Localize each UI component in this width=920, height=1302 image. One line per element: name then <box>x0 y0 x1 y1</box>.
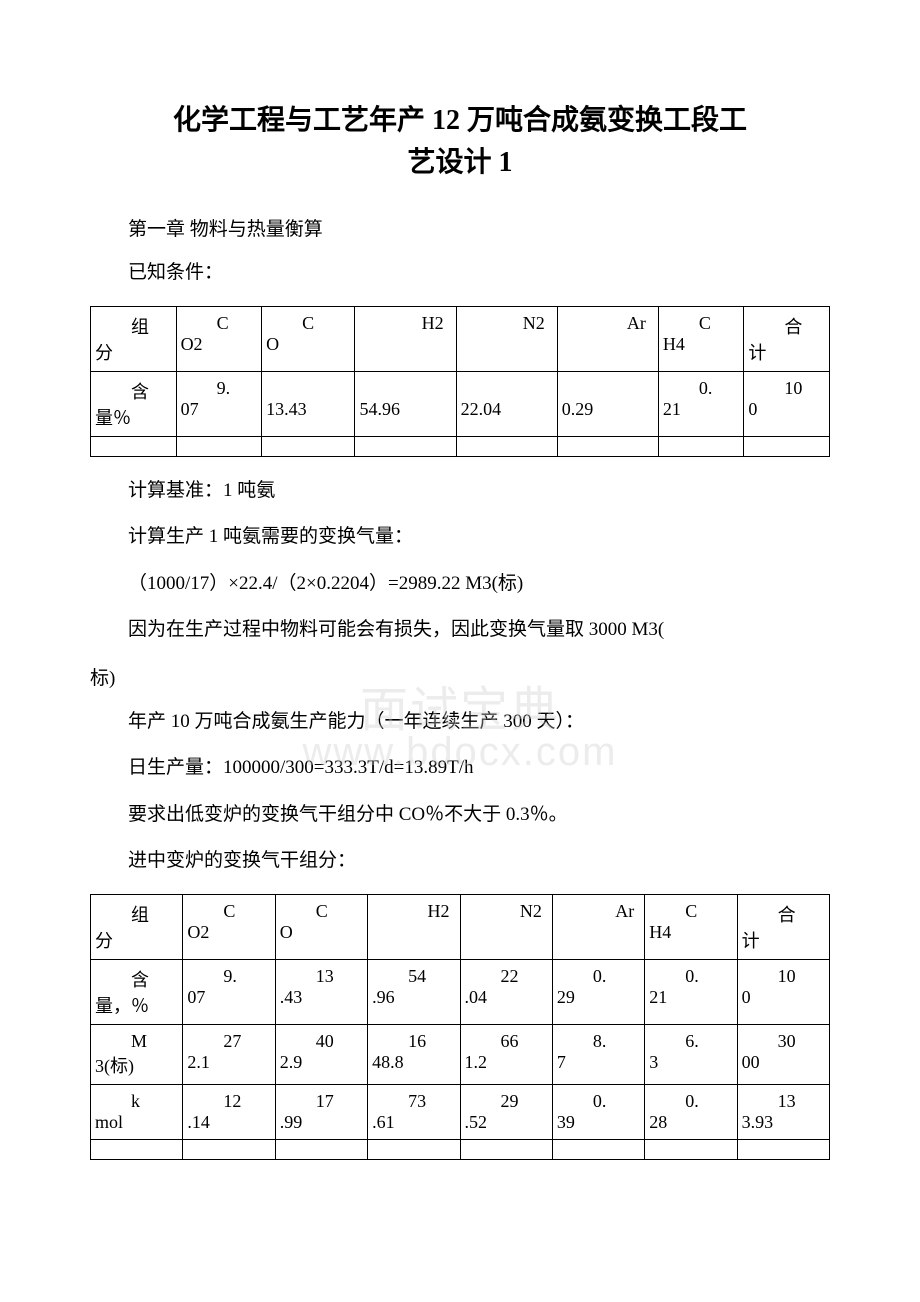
table-cell <box>552 1139 644 1159</box>
calc-gas-amount-label: 计算生产 1 吨氨需要的变换气量： <box>90 523 830 552</box>
table-cell: Ar <box>552 894 644 959</box>
input-composition-label: 进中变炉的变换气干组分： <box>90 847 830 876</box>
table-cell: 0.29 <box>552 959 644 1024</box>
table-cell: 22.04 <box>460 959 552 1024</box>
table-row <box>91 1139 830 1159</box>
table-cell <box>737 1139 829 1159</box>
table-cell: 0.39 <box>552 1084 644 1139</box>
table-cell: 29.52 <box>460 1084 552 1139</box>
table-row: 含量％ 9.07 13.43 54.96 22.04 0.29 0.21 100 <box>91 371 830 436</box>
table-cell <box>176 436 262 456</box>
table-cell: 12.14 <box>183 1084 275 1139</box>
table-cell: 22.04 <box>456 371 557 436</box>
annual-capacity: 年产 10 万吨合成氨生产能力（一年连续生产 300 天）： <box>90 708 830 737</box>
table-cell <box>658 436 744 456</box>
table-cell: 组分 <box>91 894 183 959</box>
table-cell: N2 <box>460 894 552 959</box>
table-row: M3(标) 272.1 402.9 1648.8 661.2 8.7 6.3 3… <box>91 1024 830 1084</box>
table-cell: CH4 <box>658 306 744 371</box>
table-cell: 17.99 <box>275 1084 367 1139</box>
table-cell: 133.93 <box>737 1084 829 1139</box>
table-cell: 1648.8 <box>368 1024 460 1084</box>
table-row: 含量，％ 9.07 13.43 54.96 22.04 0.29 0.21 10… <box>91 959 830 1024</box>
table-cell <box>91 436 177 456</box>
table-cell <box>355 436 456 456</box>
co-requirement: 要求出低变炉的变换气干组分中 CO％不大于 0.3％。 <box>90 801 830 830</box>
table-cell <box>456 436 557 456</box>
table-cell: 100 <box>737 959 829 1024</box>
table-cell <box>275 1139 367 1159</box>
table-cell: 6.3 <box>645 1024 737 1084</box>
table-cell: 3000 <box>737 1024 829 1084</box>
table-cell: 402.9 <box>275 1024 367 1084</box>
table-row: 组分 CO2 CO H2 N2 Ar CH4 合计 <box>91 306 830 371</box>
table-cell <box>262 436 355 456</box>
table-cell: CO <box>262 306 355 371</box>
table-cell <box>744 436 830 456</box>
table-row: 组分 CO2 CO H2 N2 Ar CH4 合计 <box>91 894 830 959</box>
table-cell: CO2 <box>176 306 262 371</box>
table-cell <box>368 1139 460 1159</box>
table-cell: CH4 <box>645 894 737 959</box>
table-cell <box>557 436 658 456</box>
table-row <box>91 436 830 456</box>
table-cell: CO <box>275 894 367 959</box>
table-cell: M3(标) <box>91 1024 183 1084</box>
table-cell <box>183 1139 275 1159</box>
table-cell: 9.07 <box>176 371 262 436</box>
table-cell: 合计 <box>737 894 829 959</box>
document-title: 化学工程与工艺年产 12 万吨合成氨变换工段工 艺设计 1 <box>90 100 830 184</box>
title-line-1: 化学工程与工艺年产 12 万吨合成氨变换工段工 <box>173 105 747 136</box>
table-cell: 13.43 <box>262 371 355 436</box>
table-cell <box>460 1139 552 1159</box>
table-cell: 73.61 <box>368 1084 460 1139</box>
table-cell: H2 <box>368 894 460 959</box>
composition-table-2: 组分 CO2 CO H2 N2 Ar CH4 合计 含量，％ 9.07 13.4… <box>90 894 830 1160</box>
table-cell: 9.07 <box>183 959 275 1024</box>
table-cell: 0.28 <box>645 1084 737 1139</box>
table-cell: 54.96 <box>368 959 460 1024</box>
title-line-2: 艺设计 1 <box>407 147 512 178</box>
loss-note-2: 标) <box>90 663 830 690</box>
table-cell <box>645 1139 737 1159</box>
table-cell: 661.2 <box>460 1024 552 1084</box>
table-cell: CO2 <box>183 894 275 959</box>
table-cell: 13.43 <box>275 959 367 1024</box>
table-cell: 含量，％ <box>91 959 183 1024</box>
daily-production: 日生产量：100000/300=333.3T/d=13.89T/h <box>90 754 830 783</box>
table-row: kmol 12.14 17.99 73.61 29.52 0.39 0.28 1… <box>91 1084 830 1139</box>
table-cell <box>91 1139 183 1159</box>
table-cell: N2 <box>456 306 557 371</box>
table-cell: 8.7 <box>552 1024 644 1084</box>
loss-note: 因为在生产过程中物料可能会有损失，因此变换气量取 3000 M3( <box>90 616 830 645</box>
table-cell: 54.96 <box>355 371 456 436</box>
table-cell: kmol <box>91 1084 183 1139</box>
chapter-heading: 第一章 物料与热量衡算 <box>90 214 830 241</box>
table-cell: 含量％ <box>91 371 177 436</box>
table-cell: 100 <box>744 371 830 436</box>
table-cell: 272.1 <box>183 1024 275 1084</box>
table-cell: 组分 <box>91 306 177 371</box>
table-cell: 0.29 <box>557 371 658 436</box>
calc-formula: （1000/17）×22.4/（2×0.2204）=2989.22 M3(标) <box>90 570 830 599</box>
known-conditions-label: 已知条件： <box>90 259 830 288</box>
calc-basis: 计算基准：1 吨氨 <box>90 477 830 506</box>
table-cell: 0.21 <box>645 959 737 1024</box>
table-cell: H2 <box>355 306 456 371</box>
table-cell: 合计 <box>744 306 830 371</box>
table-cell: 0.21 <box>658 371 744 436</box>
composition-table-1: 组分 CO2 CO H2 N2 Ar CH4 合计 含量％ 9.07 13.43… <box>90 306 830 457</box>
table-cell: Ar <box>557 306 658 371</box>
